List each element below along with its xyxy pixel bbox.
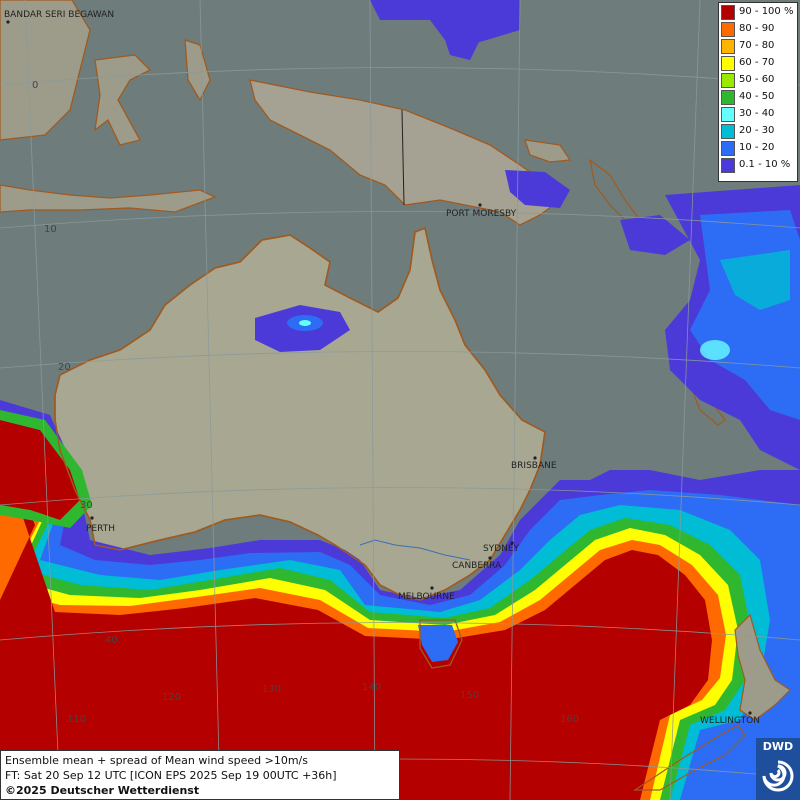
wind-patch-west-ring	[0, 410, 92, 528]
city-label-brisbane: BRISBANE	[511, 461, 557, 471]
legend-label: 90 - 100 %	[739, 6, 794, 17]
legend-label: 70 - 80	[739, 40, 775, 51]
city-label-port-moresby: PORT MORESBY	[446, 209, 517, 219]
legend-label: 20 - 30	[739, 125, 775, 136]
wind-patch-north2	[445, 40, 480, 60]
legend-swatch	[721, 5, 735, 20]
lon-label-110: 110	[67, 714, 86, 725]
legend-label: 80 - 90	[739, 23, 775, 34]
lon-label-140: 140	[362, 682, 381, 693]
legend-swatch	[721, 22, 735, 37]
lat-label-40: 40	[105, 635, 118, 646]
lon-label-120: 120	[162, 692, 181, 703]
legend-row: 0.1 - 10 %	[721, 157, 796, 174]
lon-label-130: 130	[262, 684, 281, 695]
land-borneo	[0, 0, 91, 141]
legend-swatch	[721, 39, 735, 54]
coast-australia	[54, 226, 546, 601]
legend-label: 30 - 40	[739, 108, 775, 119]
legend-swatch	[721, 56, 735, 71]
land-sulawesi	[94, 54, 152, 146]
city-label-bandar: BANDAR SERI BEGAWAN	[4, 10, 114, 20]
wind-patch-tasmania	[418, 625, 458, 662]
lat-label-0: 0	[32, 80, 38, 91]
city-label-wellington: WELLINGTON	[700, 716, 760, 726]
city-label-sydney: SYDNEY	[483, 544, 520, 554]
cities: BANDAR SERI BEGAWAN PORT MORESBY BRISBAN…	[4, 10, 760, 726]
wind-patch-north1	[370, 0, 520, 45]
legend-swatch	[721, 158, 735, 173]
city-dot-melbourne	[430, 586, 434, 590]
legend-swatch	[721, 107, 735, 122]
dwd-logo: DWD	[756, 738, 800, 800]
legend-label: 60 - 70	[739, 57, 775, 68]
wind-patch-central-core2	[299, 320, 311, 326]
legend-label: 10 - 20	[739, 142, 775, 153]
wind-patch-coral	[620, 215, 690, 255]
legend-label: 50 - 60	[739, 74, 775, 85]
city-dot-bandar	[6, 20, 10, 24]
legend-label: 40 - 50	[739, 91, 775, 102]
legend-row: 80 - 90	[721, 21, 796, 38]
city-dot-port-moresby	[478, 203, 482, 207]
legend-row: 20 - 30	[721, 123, 796, 140]
land-new-britain	[524, 139, 572, 163]
legend-row: 50 - 60	[721, 72, 796, 89]
wind-patch-png	[505, 170, 570, 208]
lat-label-10: 10	[44, 224, 57, 235]
lon-label-160: 160	[560, 714, 579, 725]
dwd-logo-text: DWD	[762, 740, 794, 753]
lat-label-30: 30	[80, 500, 93, 511]
land-maluku	[184, 39, 211, 102]
dwd-swirl-icon	[762, 760, 794, 792]
legend-row: 60 - 70	[721, 55, 796, 72]
border-png	[401, 109, 405, 206]
info-box: Ensemble mean + spread of Mean wind spee…	[0, 750, 400, 800]
wind-patch-east-cyan	[700, 340, 730, 360]
legend-row: 10 - 20	[721, 140, 796, 157]
legend-swatch	[721, 90, 735, 105]
city-dot-brisbane	[533, 456, 537, 460]
lat-label-20: 20	[58, 362, 71, 373]
city-label-canberra: CANBERRA	[452, 561, 502, 571]
legend: 90 - 100 % 80 - 90 70 - 80 60 - 70 50 - …	[718, 2, 798, 182]
coast-nz-south	[633, 724, 746, 791]
city-dot-wellington	[748, 711, 752, 715]
legend-row: 70 - 80	[721, 38, 796, 55]
legend-row: 90 - 100 %	[721, 4, 796, 21]
city-label-perth: PERTH	[86, 524, 115, 534]
legend-swatch	[721, 124, 735, 139]
wind-patch-east-teal	[720, 250, 790, 310]
coast-nz-north	[734, 613, 791, 721]
info-forecast-time: FT: Sat 20 Sep 12 UTC [ICON EPS 2025 Sep…	[5, 769, 337, 782]
legend-label: 0.1 - 10 %	[739, 159, 791, 170]
city-label-melbourne: MELBOURNE	[398, 592, 455, 602]
lon-label-150: 150	[460, 690, 479, 701]
legend-row: 30 - 40	[721, 106, 796, 123]
land-new-guinea	[249, 79, 561, 226]
river-murray	[359, 539, 471, 561]
legend-swatch	[721, 73, 735, 88]
city-dot-sydney	[510, 541, 514, 545]
city-dot-perth	[90, 516, 94, 520]
coast-tasmania	[419, 619, 463, 669]
land-timor-islands	[0, 184, 217, 213]
info-copyright: ©2025 Deutscher Wetterdienst	[5, 784, 200, 797]
legend-swatch	[721, 141, 735, 156]
city-dot-canberra	[488, 556, 492, 560]
legend-row: 40 - 50	[721, 89, 796, 106]
wind-patch-west	[0, 420, 80, 520]
info-title: Ensemble mean + spread of Mean wind spee…	[5, 754, 308, 767]
wind-field-south-red	[0, 450, 712, 800]
